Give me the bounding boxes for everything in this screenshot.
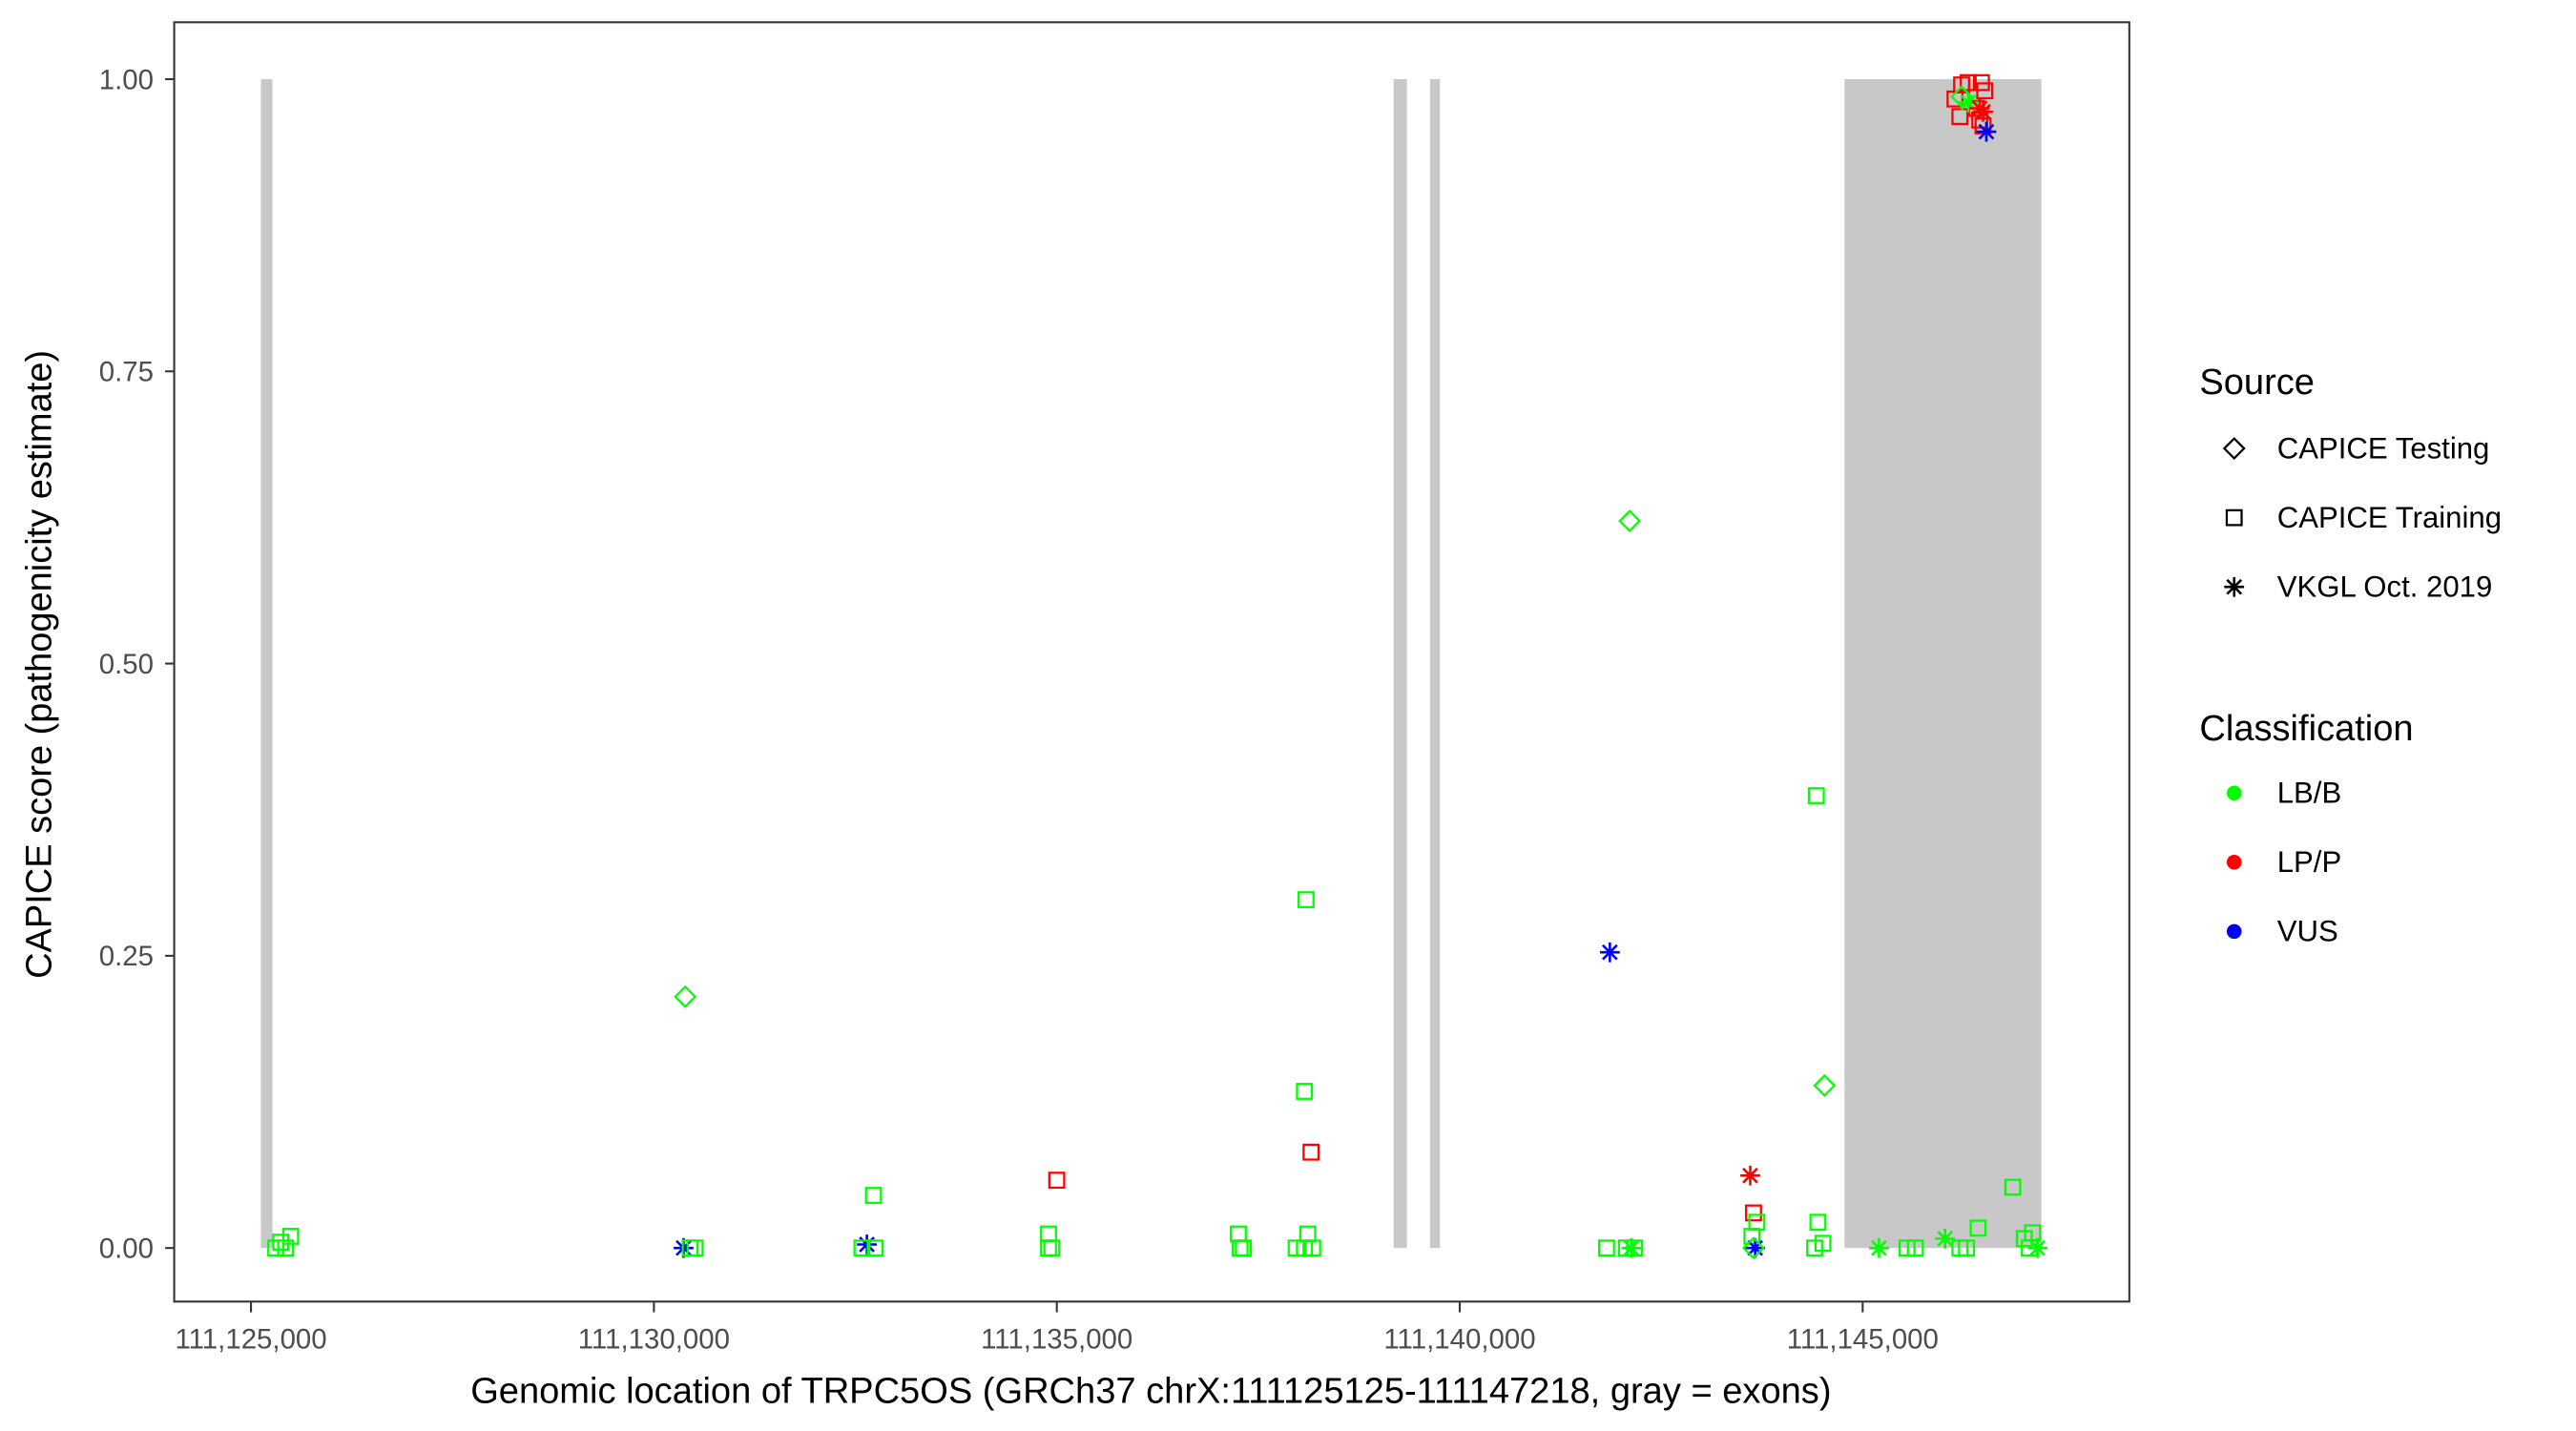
- point-training-lp: [1951, 108, 1969, 126]
- point-vkgl-lb: [1958, 93, 1979, 113]
- point-training-lb: [1748, 1213, 1766, 1232]
- point-training-lb: [1958, 1239, 1976, 1257]
- panel-border: [173, 21, 2130, 1303]
- point-training-lb: [1626, 1239, 1644, 1257]
- legend-square-icon: [2225, 508, 2243, 527]
- point-vkgl-lb: [1621, 1237, 1642, 1258]
- legend-class-label: LP/P: [2277, 845, 2342, 879]
- y-axis-title: CAPICE score (pathogenicity estimate): [20, 350, 60, 979]
- point-vkgl-lp: [1740, 1165, 1760, 1186]
- legend: Source Classification CAPICE Testing CAPI…: [2199, 363, 2502, 948]
- point-training-lb: [1298, 891, 1315, 908]
- legend-source-label: CAPICE Training: [2277, 501, 2502, 534]
- y-tick-label: 0.50: [99, 649, 154, 680]
- point-training-lb: [277, 1239, 295, 1257]
- point-training-lb: [1235, 1239, 1253, 1257]
- point-vkgl-lb: [2027, 1237, 2047, 1258]
- point-training-lp: [1745, 1204, 1762, 1222]
- point-training-lb: [281, 1228, 300, 1245]
- point-testing-lb: [674, 985, 697, 1008]
- point-testing-lb: [1813, 1073, 1837, 1097]
- point-training-lb: [272, 1234, 290, 1251]
- point-training-lb: [267, 1239, 284, 1257]
- point-training-lb: [853, 1239, 871, 1257]
- legend-source-label: CAPICE Testing: [2277, 431, 2490, 465]
- point-training-lb: [1230, 1225, 1247, 1243]
- legend-class-label: LB/B: [2277, 777, 2342, 810]
- y-tick-label: 1.00: [99, 64, 154, 95]
- legend-class-label: VUS: [2277, 915, 2338, 948]
- legend-star-icon: [2224, 576, 2245, 597]
- point-training-lb: [1296, 1083, 1314, 1100]
- point-vkgl-lb: [1935, 1229, 1956, 1249]
- point-vkgl-vus: [1745, 1237, 1766, 1258]
- point-training-lb: [1231, 1239, 1249, 1257]
- point-training-lp: [1960, 73, 1977, 92]
- point-training-lb: [1807, 787, 1825, 804]
- legend-diamond-icon: [2222, 437, 2246, 461]
- x-tick-label: 111,145,000: [1787, 1324, 1939, 1356]
- legend-dot-icon: [2226, 923, 2242, 940]
- x-tick-label: 111,130,000: [578, 1324, 730, 1356]
- point-vkgl-lp: [1973, 101, 1993, 122]
- point-training-lb: [866, 1239, 884, 1257]
- point-training-lb: [1303, 1239, 1321, 1257]
- point-vkgl-vus: [1599, 942, 1620, 963]
- x-axis-title: Genomic location of TRPC5OS (GRCh37 chrX…: [470, 1372, 1831, 1412]
- exon-band: [1393, 78, 1407, 1249]
- legend-source-title: Source: [2199, 363, 2315, 403]
- point-training-lb: [864, 1187, 883, 1204]
- y-tick-label: 0.00: [99, 1234, 154, 1265]
- point-training-lp: [1302, 1143, 1320, 1161]
- point-training-lb: [686, 1239, 704, 1257]
- point-training-lb: [2004, 1178, 2022, 1196]
- legend-dot-icon: [2226, 855, 2242, 870]
- legend-dot-icon: [2226, 785, 2242, 800]
- point-testing-lb: [1618, 509, 1642, 533]
- point-training-lb: [1906, 1239, 1924, 1257]
- point-training-lb: [1969, 1219, 1987, 1237]
- point-training-lb: [1806, 1239, 1823, 1257]
- point-vkgl-lb: [1869, 1237, 1889, 1258]
- x-tick-label: 111,125,000: [175, 1324, 326, 1356]
- y-tick-label: 0.25: [99, 941, 154, 972]
- point-training-lp: [1048, 1172, 1066, 1190]
- point-training-lb: [1040, 1239, 1057, 1257]
- point-training-lp: [1976, 82, 1994, 100]
- y-tick-label: 0.75: [99, 357, 154, 388]
- exon-band: [1429, 78, 1441, 1249]
- point-training-lb: [1597, 1239, 1615, 1257]
- x-tick-label: 111,135,000: [981, 1324, 1132, 1356]
- exon-bands: [260, 78, 2042, 1249]
- exon-band: [260, 78, 273, 1249]
- point-training-lb: [1043, 1239, 1061, 1257]
- point-training-lb: [1040, 1225, 1057, 1243]
- point-vkgl-vus: [1976, 121, 1997, 142]
- point-training-lb: [1298, 1225, 1317, 1243]
- axes: 0.00 0.25 0.50 0.75 1.00 111,125,000 111,130,0…: [99, 64, 1939, 1355]
- exon-band: [1844, 78, 2042, 1249]
- data-points: [267, 73, 2047, 1260]
- legend-class-title: Classification: [2199, 709, 2413, 749]
- legend-source-label: VKGL Oct. 2019: [2277, 570, 2493, 604]
- x-tick-label: 111,140,000: [1383, 1324, 1535, 1356]
- point-testing-lb: [1741, 1236, 1765, 1260]
- point-training-lb: [1809, 1213, 1827, 1232]
